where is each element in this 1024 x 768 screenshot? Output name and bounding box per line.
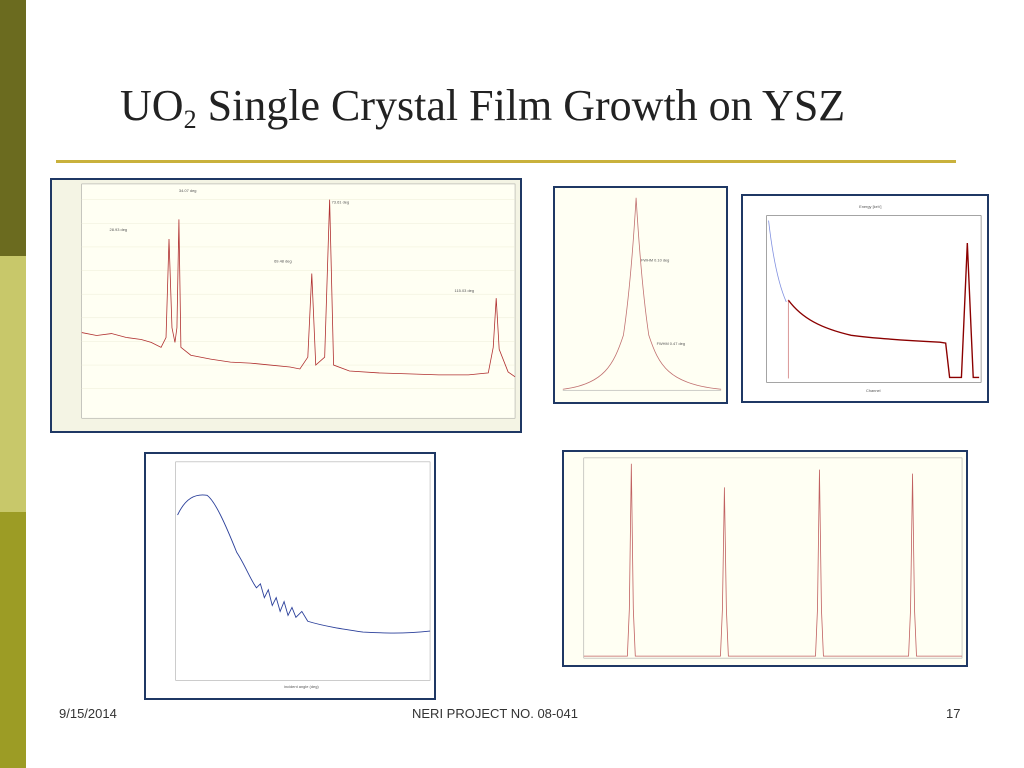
side-bar-light-segment bbox=[0, 256, 26, 512]
figure-xrd-scan: 28.93 deg 34.07 deg 69.48 deg 73.61 deg … bbox=[50, 178, 522, 433]
figure-rocking-curve: FWHM 0.10 deg FWHM 0.47 deg bbox=[553, 186, 728, 404]
svg-text:28.93 deg: 28.93 deg bbox=[110, 227, 128, 232]
reflectivity-plot: incident angle (deg) bbox=[146, 454, 434, 698]
phi-scan-plot bbox=[564, 452, 966, 665]
figure-rbs-spectrum: Energy [keV] Channel bbox=[741, 194, 989, 403]
svg-text:34.07 deg: 34.07 deg bbox=[179, 188, 197, 193]
title-rest-text: Single Crystal Film Growth on YSZ bbox=[196, 81, 846, 130]
figure-phi-scan bbox=[562, 450, 968, 667]
slide-title: UO2 Single Crystal Film Growth on YSZ bbox=[120, 80, 845, 135]
slide-side-bar bbox=[0, 0, 26, 768]
side-bar-mid-segment bbox=[0, 512, 26, 768]
figure-reflectivity: incident angle (deg) bbox=[144, 452, 436, 700]
rocking-curve-plot: FWHM 0.10 deg FWHM 0.47 deg bbox=[555, 188, 726, 402]
title-subscript: 2 bbox=[183, 105, 197, 134]
svg-text:69.48 deg: 69.48 deg bbox=[274, 259, 292, 264]
svg-text:incident angle (deg): incident angle (deg) bbox=[284, 684, 319, 689]
svg-text:Channel: Channel bbox=[866, 388, 881, 393]
footer-project: NERI PROJECT NO. 08-041 bbox=[412, 706, 578, 721]
svg-text:FWHM 0.47 deg: FWHM 0.47 deg bbox=[657, 341, 685, 346]
title-underline-rule bbox=[56, 160, 956, 163]
svg-text:115.03 deg: 115.03 deg bbox=[455, 288, 474, 293]
svg-text:73.61 deg: 73.61 deg bbox=[332, 200, 350, 205]
svg-text:FWHM 0.10 deg: FWHM 0.10 deg bbox=[641, 258, 669, 263]
footer-date: 9/15/2014 bbox=[59, 706, 117, 721]
title-main-text: UO bbox=[120, 81, 184, 130]
rbs-spectrum-plot: Energy [keV] Channel bbox=[743, 196, 987, 401]
side-bar-dark-segment bbox=[0, 0, 26, 256]
footer-page-number: 17 bbox=[946, 706, 961, 721]
xrd-scan-plot: 28.93 deg 34.07 deg 69.48 deg 73.61 deg … bbox=[52, 180, 520, 431]
svg-text:Energy [keV]: Energy [keV] bbox=[859, 204, 881, 209]
